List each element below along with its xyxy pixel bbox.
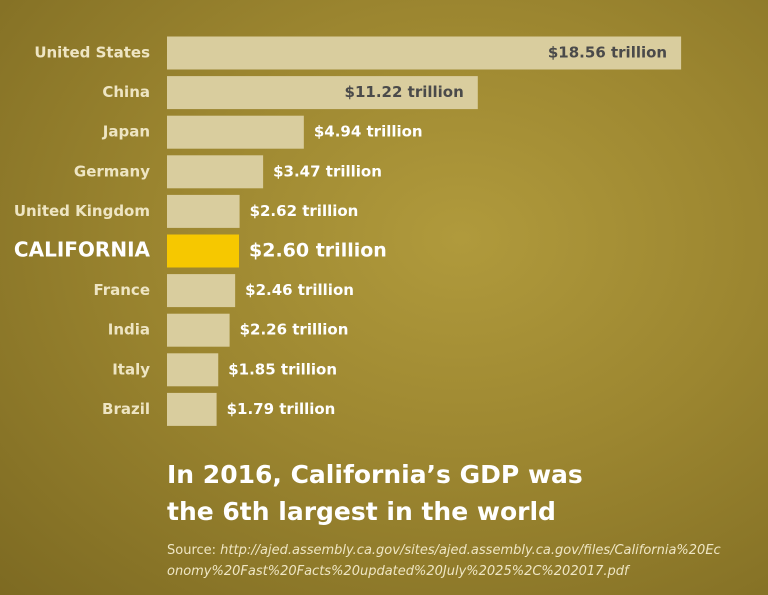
category-label: United Kingdom bbox=[14, 202, 150, 220]
value-label: $2.26 trillion bbox=[240, 321, 349, 339]
category-label: Germany bbox=[74, 162, 150, 180]
category-label: CALIFORNIA bbox=[14, 238, 151, 262]
bar bbox=[167, 194, 240, 228]
bar bbox=[167, 313, 230, 347]
bar bbox=[167, 155, 264, 189]
value-label: $4.94 trillion bbox=[314, 123, 423, 141]
category-label: United States bbox=[34, 44, 150, 62]
value-label: $2.46 trillion bbox=[245, 281, 354, 299]
category-label: China bbox=[102, 83, 150, 101]
category-label: France bbox=[93, 281, 150, 299]
source: Source: http://ajed.assembly.ca.gov/site… bbox=[167, 540, 727, 582]
value-label: $2.62 trillion bbox=[250, 202, 359, 220]
bar bbox=[167, 392, 217, 426]
bar bbox=[167, 76, 478, 110]
bar bbox=[167, 274, 236, 308]
category-label: Japan bbox=[102, 123, 150, 141]
bar bbox=[167, 234, 240, 268]
source-label: Source: bbox=[167, 543, 217, 558]
category-label: Brazil bbox=[102, 400, 150, 418]
chart-title: In 2016, California’s GDP was the 6th la… bbox=[167, 460, 583, 526]
value-label: $2.60 trillion bbox=[249, 240, 387, 262]
value-label: $1.79 trillion bbox=[227, 400, 336, 418]
bar bbox=[167, 353, 219, 387]
category-label: Italy bbox=[112, 360, 150, 378]
category-label: India bbox=[108, 321, 150, 339]
bar bbox=[167, 36, 682, 70]
value-label: $11.22 trillion bbox=[345, 83, 464, 101]
value-label: $1.85 trillion bbox=[228, 360, 337, 378]
bar bbox=[167, 115, 304, 149]
source-url: http://ajed.assembly.ca.gov/sites/ajed.a… bbox=[167, 543, 721, 579]
value-label: $18.56 trillion bbox=[548, 44, 667, 62]
value-label: $3.47 trillion bbox=[273, 162, 382, 180]
